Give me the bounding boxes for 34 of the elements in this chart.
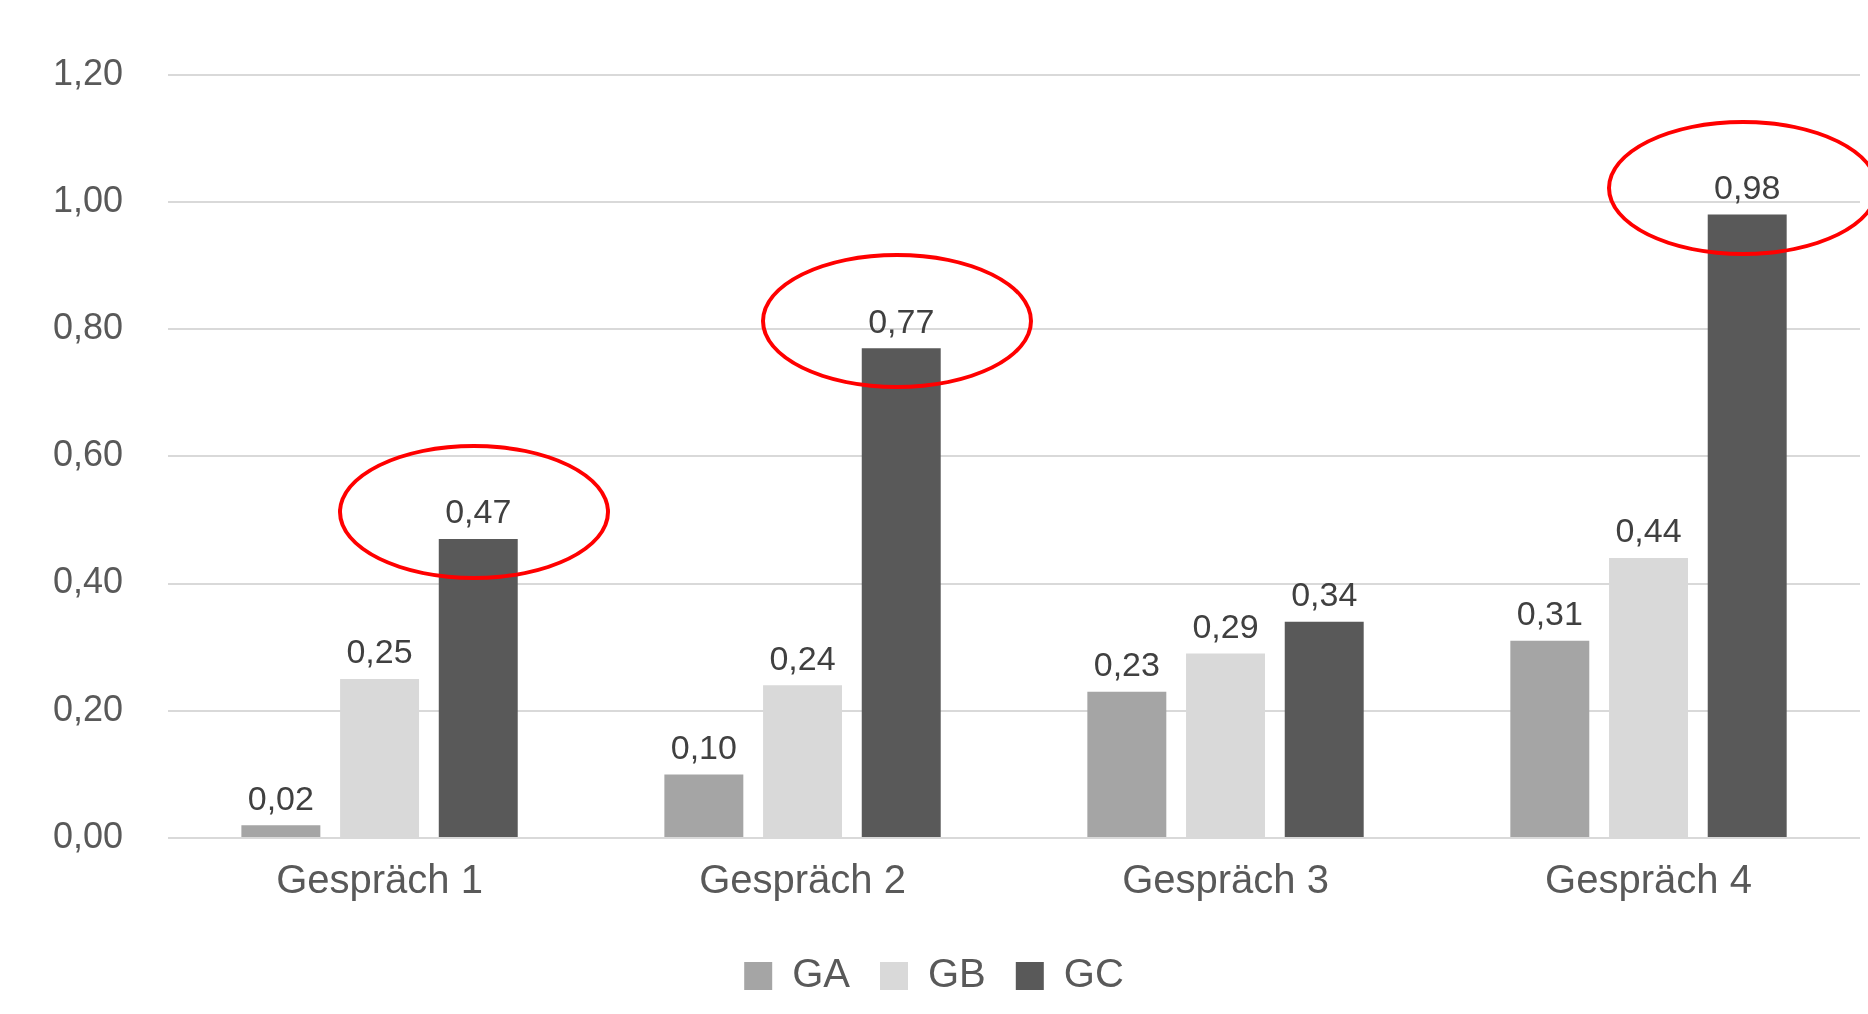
data-label: 0,98: [1714, 167, 1781, 206]
data-label: 0,24: [769, 638, 836, 677]
y-tick-label: 0,00: [52, 814, 124, 856]
data-label: 0,34: [1291, 575, 1358, 614]
data-label: 0,77: [868, 301, 935, 340]
x-tick-label: Gespräch 4: [1545, 857, 1752, 902]
data-label: 0,23: [1093, 645, 1160, 684]
x-tick-label: Gespräch 2: [699, 857, 906, 902]
y-tick-label: 0,60: [52, 433, 124, 475]
bar: [1510, 640, 1590, 837]
bar: [664, 774, 744, 837]
y-tick-label: 0,80: [52, 305, 124, 347]
legend-label: GB: [928, 951, 986, 996]
data-label: 0,47: [445, 492, 512, 531]
y-tick-label: 1,00: [52, 178, 124, 220]
data-label: 0,02: [247, 778, 314, 817]
bar: [241, 825, 321, 837]
legend-label: GA: [792, 951, 851, 996]
data-label: 0,44: [1615, 511, 1682, 550]
bar: [861, 348, 941, 837]
data-label: 0,31: [1516, 594, 1583, 633]
y-tick-label: 0,40: [52, 560, 124, 602]
x-tick-label: Gespräch 3: [1122, 857, 1329, 902]
x-tick-label: Gespräch 1: [276, 857, 483, 902]
bar: [1284, 621, 1364, 837]
bar: [438, 539, 518, 837]
data-label: 0,29: [1192, 606, 1259, 645]
bar: [1707, 214, 1787, 837]
y-tick-label: 0,20: [52, 687, 124, 729]
data-label: 0,10: [670, 727, 737, 766]
bar: [1087, 691, 1167, 837]
legend-label: GC: [1063, 951, 1124, 996]
y-tick-label: 1,20: [52, 51, 124, 93]
data-label: 0,25: [346, 632, 413, 671]
